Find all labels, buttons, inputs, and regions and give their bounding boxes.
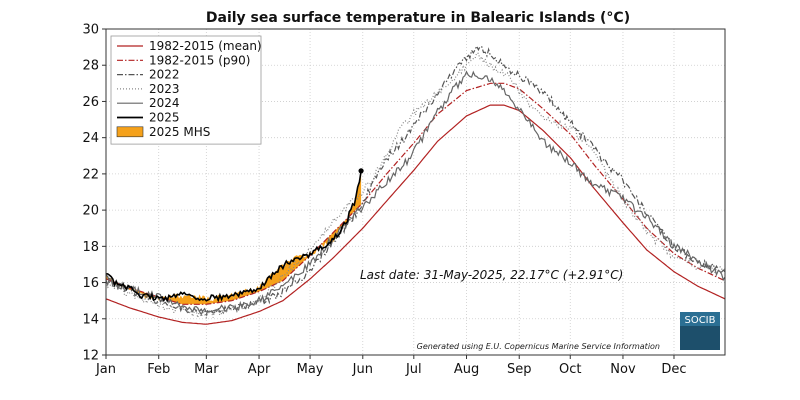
y-tick-label-6: 24 — [82, 131, 99, 146]
x-tick-label-0: Jan — [95, 362, 116, 377]
legend-label-3: 2023 — [149, 82, 180, 96]
credit-text: Generated using E.U. Copernicus Marine S… — [417, 342, 660, 351]
x-axis-ticks: Jan Feb Mar Apr May Jun Jul Aug Sep Oct Nov Dec — [95, 355, 687, 377]
series-line-2024 — [105, 70, 726, 316]
y-tick-label-7: 26 — [82, 95, 99, 110]
y-tick-label-8: 28 — [82, 59, 99, 74]
axes — [105, 28, 726, 356]
series-line-2023 — [105, 52, 726, 320]
chart-title: Daily sea surface temperature in Baleari… — [206, 10, 630, 26]
legend-label-0: 1982-2015 (mean) — [149, 39, 262, 53]
x-tick-label-8: Sep — [507, 362, 532, 377]
x-tick-label-11: Dec — [661, 362, 686, 377]
legend-box — [110, 35, 262, 145]
x-tick-label-2: Mar — [194, 362, 219, 377]
legend: 1982-2015 (mean)1982-2015 (p90)202220232… — [110, 35, 262, 145]
series-line-1982-2015-p90- — [105, 82, 726, 305]
legend-label-2: 2022 — [149, 68, 180, 82]
logo-shade — [680, 326, 720, 350]
mhs-area-group — [106, 170, 362, 305]
legend-label-1: 1982-2015 (p90) — [149, 53, 250, 67]
series-lines — [105, 44, 726, 325]
y-tick-label-2: 16 — [82, 276, 99, 291]
x-tick-label-1: Feb — [147, 362, 170, 377]
legend-label-4: 2024 — [149, 96, 180, 110]
plot-frame — [105, 28, 726, 356]
x-tick-label-9: Oct — [559, 362, 581, 377]
x-tick-label-3: Apr — [248, 362, 271, 377]
legend-swatch-mhs — [116, 126, 144, 138]
y-tick-label-9: 30 — [82, 23, 99, 38]
y-tick-label-5: 22 — [82, 167, 99, 182]
y-tick-label-3: 18 — [82, 240, 99, 255]
last-point-marker — [358, 168, 364, 174]
legend-label-6: 2025 MHS — [149, 125, 210, 139]
logo-text: SOCIB — [684, 315, 715, 326]
y-axis-ticks: 12 14 16 18 20 22 24 26 28 30 — [82, 23, 106, 364]
last-date-annotation: Last date: 31-May-2025, 22.17°C (+2.91°C… — [360, 268, 623, 282]
x-tick-label-5: Jun — [352, 362, 373, 377]
x-tick-label-7: Aug — [454, 362, 479, 377]
y-tick-label-1: 14 — [82, 312, 99, 327]
mhs-area — [106, 170, 362, 305]
legend-label-5: 2025 — [149, 111, 180, 125]
y-tick-label-4: 20 — [82, 204, 99, 219]
series-line-1982-2015-mean- — [105, 104, 726, 325]
series-line-2025 — [105, 170, 362, 303]
y-tick-label-0: 12 — [82, 349, 99, 364]
x-tick-label-6: Jul — [405, 362, 422, 377]
socib-logo: SOCIB — [680, 312, 720, 350]
x-tick-label-4: May — [297, 362, 324, 377]
x-tick-label-10: Nov — [610, 362, 636, 377]
